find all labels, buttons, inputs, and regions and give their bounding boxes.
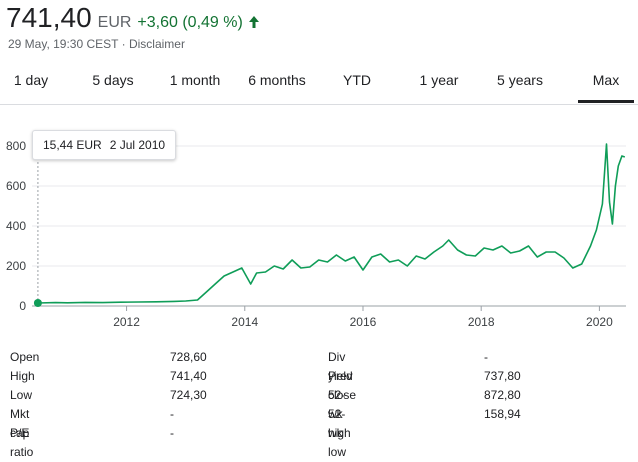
stat-value: - bbox=[170, 407, 174, 421]
y-tick-label: 600 bbox=[6, 179, 26, 193]
stat-label: P/E ratio bbox=[10, 426, 34, 459]
stat-value: - bbox=[170, 426, 174, 440]
tab-1-year[interactable]: 1 year bbox=[419, 72, 459, 88]
tab-5-days[interactable]: 5 days bbox=[92, 72, 134, 88]
y-tick-label: 200 bbox=[6, 259, 26, 273]
x-tick-label: 2014 bbox=[231, 315, 258, 329]
stat-value: 728,60 bbox=[170, 350, 207, 364]
stat-label: Div yield bbox=[328, 350, 353, 383]
stat-value: 724,30 bbox=[170, 388, 207, 402]
stat-label: 52-wk low bbox=[328, 407, 347, 459]
stat-value: - bbox=[484, 350, 488, 364]
quote-meta: 29 May, 19:30 CEST · Disclaimer bbox=[8, 37, 185, 51]
stat-value: 737,80 bbox=[484, 369, 521, 383]
stat-value: 741,40 bbox=[170, 369, 207, 383]
y-tick-label: 0 bbox=[19, 299, 26, 313]
price-series-line bbox=[37, 143, 626, 304]
tab-5-years[interactable]: 5 years bbox=[497, 72, 543, 88]
disclaimer-link[interactable]: Disclaimer bbox=[128, 37, 185, 51]
x-tick-label: 2020 bbox=[586, 315, 613, 329]
meta-separator: · bbox=[121, 37, 126, 51]
stat-value: 872,80 bbox=[484, 388, 521, 402]
stat-label: Open bbox=[10, 350, 40, 364]
quote-header: 741,40 EUR +3,60 (0,49 %) bbox=[6, 2, 260, 38]
x-tick-label: 2016 bbox=[350, 315, 377, 329]
y-tick-label: 400 bbox=[6, 219, 26, 233]
stat-label: Prev close bbox=[328, 369, 357, 402]
tooltip-date: 2 Jul 2010 bbox=[109, 138, 166, 152]
chart-tooltip: 15,44 EUR 2 Jul 2010 bbox=[32, 130, 177, 160]
stat-label: 52-wk high bbox=[328, 388, 351, 440]
stat-label: Mkt cap bbox=[10, 407, 30, 440]
current-price: 741,40 bbox=[6, 2, 92, 33]
tooltip-value: 15,44 EUR bbox=[43, 138, 102, 152]
y-tick-label: 800 bbox=[6, 139, 26, 153]
arrow-up-icon bbox=[248, 15, 260, 34]
x-tick-label: 2012 bbox=[113, 315, 140, 329]
tab-1-month[interactable]: 1 month bbox=[169, 72, 221, 88]
range-tabs: 1 day 5 days 1 month 6 months YTD 1 year… bbox=[0, 58, 638, 105]
currency-label: EUR bbox=[97, 14, 132, 31]
tab-6-months[interactable]: 6 months bbox=[248, 72, 306, 88]
stat-label: Low bbox=[10, 388, 33, 402]
tab-ytd[interactable]: YTD bbox=[343, 72, 371, 88]
price-chart[interactable]: 0 200 400 600 800 2012 2014 2016 2018 2020 bbox=[0, 118, 638, 336]
stat-label: High bbox=[10, 369, 35, 383]
tab-max[interactable]: Max bbox=[578, 58, 634, 103]
stat-value: 158,94 bbox=[484, 407, 521, 421]
hover-point bbox=[33, 299, 42, 307]
price-change: +3,60 (0,49 %) bbox=[137, 14, 243, 31]
tab-1-day[interactable]: 1 day bbox=[13, 72, 49, 88]
x-tick-label: 2018 bbox=[468, 315, 495, 329]
quote-timestamp: 29 May, 19:30 CEST bbox=[8, 37, 119, 51]
